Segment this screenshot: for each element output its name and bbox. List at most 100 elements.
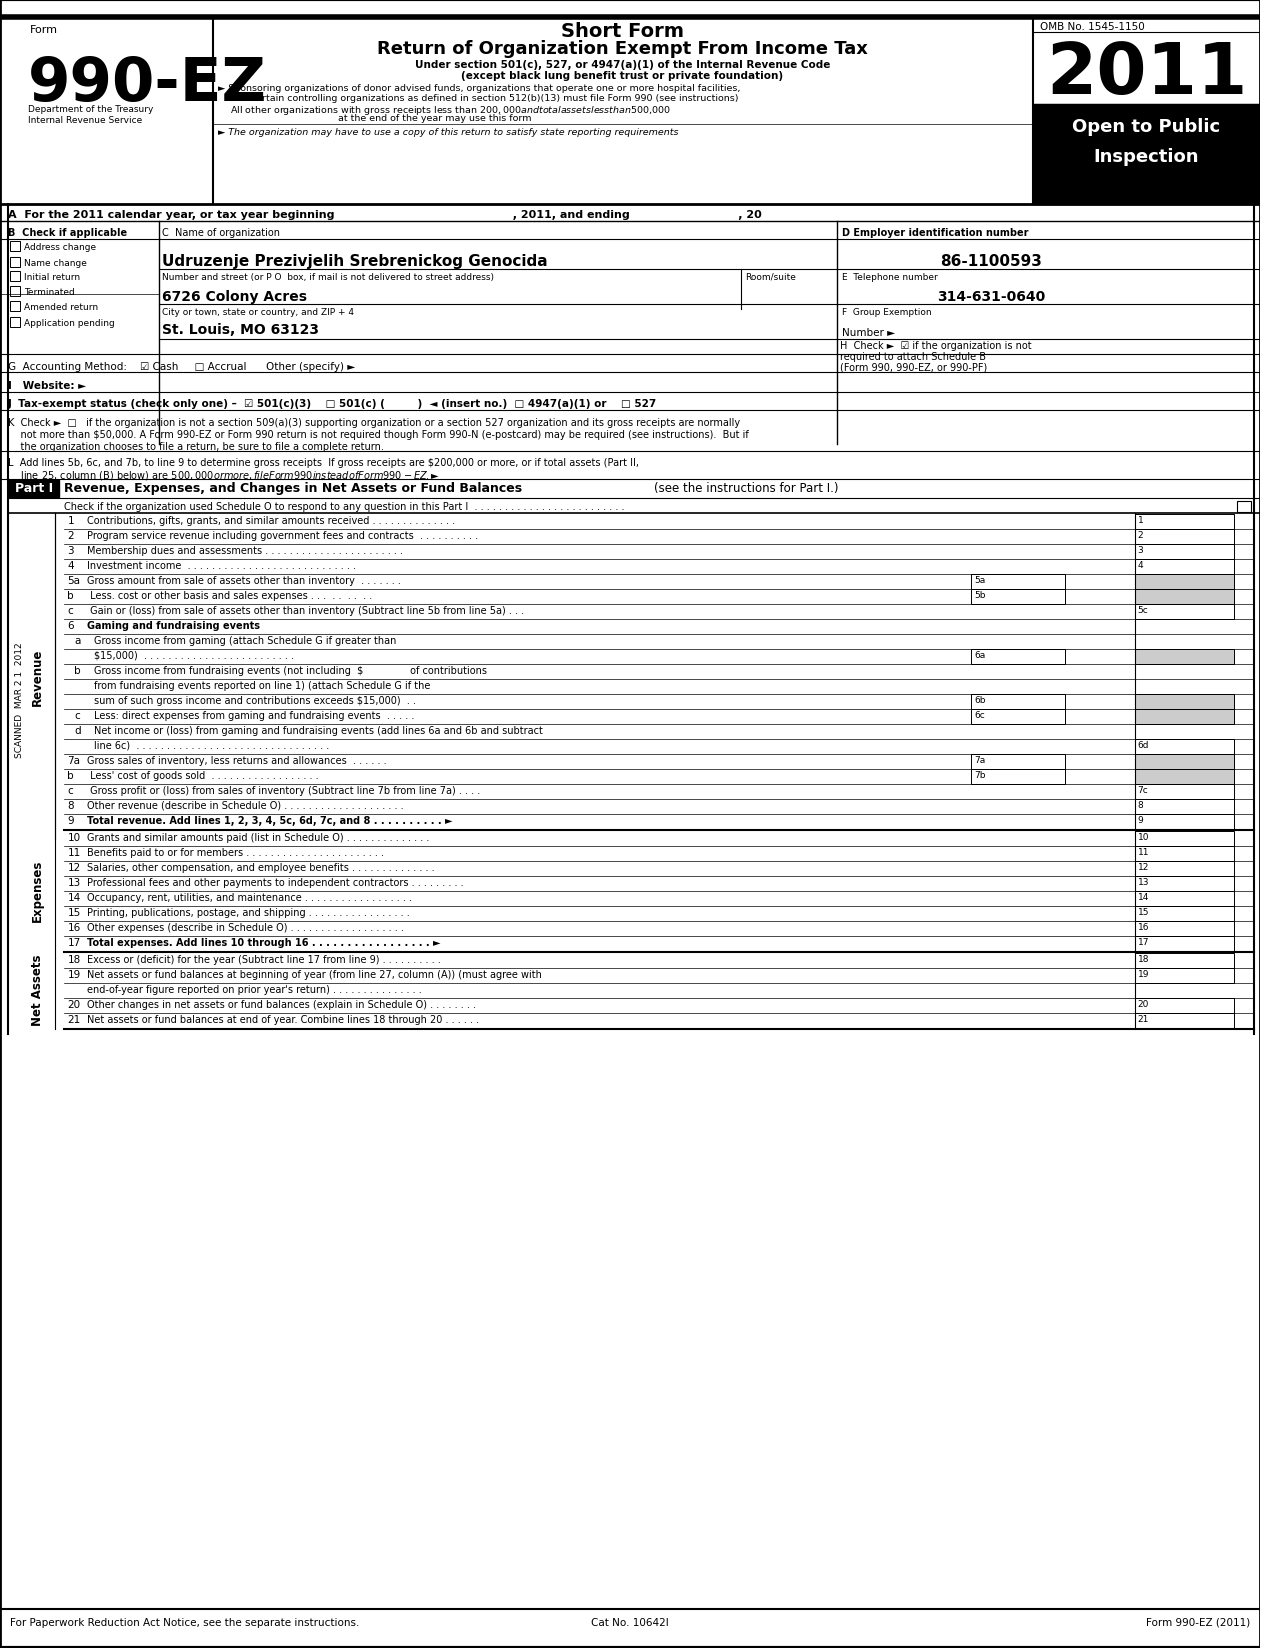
Bar bbox=[1135, 514, 1234, 529]
Bar bbox=[10, 318, 20, 328]
Text: ► The organization may have to use a copy of this return to satisfy state report: ► The organization may have to use a cop… bbox=[218, 129, 678, 137]
Text: 14: 14 bbox=[1137, 893, 1149, 901]
Text: 990-EZ: 990-EZ bbox=[28, 54, 267, 114]
Text: Salaries, other compensation, and employee benefits . . . . . . . . . . . . . .: Salaries, other compensation, and employ… bbox=[88, 862, 435, 872]
Bar bbox=[10, 242, 20, 252]
Bar bbox=[1135, 694, 1234, 710]
Text: 5c: 5c bbox=[1137, 605, 1149, 615]
Bar bbox=[971, 575, 1065, 590]
Text: 18: 18 bbox=[67, 954, 80, 964]
Bar bbox=[1135, 799, 1234, 814]
Text: Short Form: Short Form bbox=[561, 21, 684, 41]
Text: Other revenue (describe in Schedule O) . . . . . . . . . . . . . . . . . . . .: Other revenue (describe in Schedule O) .… bbox=[88, 801, 403, 811]
Text: Gross income from gaming (attach Schedule G if greater than: Gross income from gaming (attach Schedul… bbox=[94, 636, 397, 646]
Bar bbox=[1135, 529, 1234, 545]
Text: Udruzenje Prezivjelih Srebrenickog Genocida: Udruzenje Prezivjelih Srebrenickog Genoc… bbox=[162, 254, 547, 269]
Bar bbox=[1135, 545, 1234, 560]
Text: 86-1100593: 86-1100593 bbox=[940, 254, 1042, 269]
Text: 20: 20 bbox=[1137, 999, 1149, 1009]
Text: 2: 2 bbox=[1137, 531, 1144, 539]
Bar bbox=[10, 257, 20, 269]
Text: Inspection: Inspection bbox=[1094, 148, 1199, 166]
Bar bbox=[1135, 560, 1234, 575]
Text: from fundraising events reported on line 1) (attach Schedule G if the: from fundraising events reported on line… bbox=[94, 681, 430, 691]
Text: 16: 16 bbox=[67, 923, 80, 933]
Text: 314-631-0640: 314-631-0640 bbox=[936, 290, 1046, 303]
Text: 6a: 6a bbox=[974, 651, 986, 659]
Text: 7a: 7a bbox=[67, 755, 80, 766]
Text: (except black lung benefit trust or private foundation): (except black lung benefit trust or priv… bbox=[462, 71, 784, 81]
Text: d: d bbox=[74, 725, 81, 735]
Bar bbox=[1135, 784, 1234, 799]
Text: Occupancy, rent, utilities, and maintenance . . . . . . . . . . . . . . . . . .: Occupancy, rent, utilities, and maintena… bbox=[88, 893, 412, 903]
Text: K  Check ►  □   if the organization is not a section 509(a)(3) supporting organi: K Check ► □ if the organization is not a… bbox=[8, 417, 740, 428]
Text: H  Check ►  ☑ if the organization is not: H Check ► ☑ if the organization is not bbox=[841, 341, 1032, 351]
Text: Excess or (deficit) for the year (Subtract line 17 from line 9) . . . . . . . . : Excess or (deficit) for the year (Subtra… bbox=[88, 954, 441, 964]
Text: 21: 21 bbox=[67, 1015, 80, 1025]
Text: St. Louis, MO 63123: St. Louis, MO 63123 bbox=[162, 323, 318, 336]
Bar bbox=[1135, 814, 1234, 829]
Text: Net income or (loss) from gaming and fundraising events (add lines 6a and 6b and: Net income or (loss) from gaming and fun… bbox=[94, 725, 543, 735]
Bar bbox=[1135, 575, 1234, 590]
Text: 10: 10 bbox=[67, 832, 80, 842]
Text: Address change: Address change bbox=[24, 242, 95, 252]
Text: All other organizations with gross receipts less than $200,000 and total assets : All other organizations with gross recei… bbox=[218, 104, 672, 117]
Text: Contributions, gifts, grants, and similar amounts received . . . . . . . . . . .: Contributions, gifts, grants, and simila… bbox=[88, 516, 455, 526]
Bar bbox=[1135, 969, 1234, 984]
Bar bbox=[971, 710, 1065, 725]
Text: Department of the Treasury: Department of the Treasury bbox=[28, 105, 153, 114]
Bar bbox=[971, 770, 1065, 784]
Text: 5b: 5b bbox=[974, 590, 986, 600]
Bar bbox=[1135, 892, 1234, 906]
Text: 7c: 7c bbox=[1137, 786, 1149, 794]
Text: the organization chooses to file a return, be sure to file a complete return.: the organization chooses to file a retur… bbox=[8, 442, 384, 452]
Text: Initial return: Initial return bbox=[24, 274, 80, 282]
Bar bbox=[1135, 847, 1234, 862]
Text: OMB No. 1545-1150: OMB No. 1545-1150 bbox=[1040, 21, 1145, 31]
Text: Application pending: Application pending bbox=[24, 318, 114, 328]
Bar bbox=[1135, 755, 1234, 770]
Text: Room/suite: Room/suite bbox=[745, 274, 796, 282]
Text: 4: 4 bbox=[1137, 560, 1144, 570]
Text: Internal Revenue Service: Internal Revenue Service bbox=[28, 115, 142, 125]
Text: 13: 13 bbox=[67, 877, 80, 888]
Text: and certain controlling organizations as defined in section 512(b)(13) must file: and certain controlling organizations as… bbox=[218, 94, 739, 102]
Text: 15: 15 bbox=[1137, 908, 1149, 916]
Text: 6d: 6d bbox=[1137, 740, 1149, 750]
Text: Gaming and fundraising events: Gaming and fundraising events bbox=[88, 621, 261, 631]
Text: 6b: 6b bbox=[974, 695, 986, 705]
Bar bbox=[971, 649, 1065, 664]
Text: 2: 2 bbox=[67, 531, 74, 541]
Text: Less' cost of goods sold  . . . . . . . . . . . . . . . . . .: Less' cost of goods sold . . . . . . . .… bbox=[88, 771, 319, 781]
Text: 9: 9 bbox=[1137, 816, 1144, 824]
Bar bbox=[1135, 1014, 1234, 1028]
Text: b: b bbox=[74, 666, 81, 676]
Bar bbox=[1135, 921, 1234, 936]
Bar bbox=[10, 287, 20, 297]
Text: Net Assets: Net Assets bbox=[31, 954, 45, 1025]
Text: 1: 1 bbox=[67, 516, 74, 526]
Text: 16: 16 bbox=[1137, 923, 1149, 931]
Text: Part I: Part I bbox=[15, 481, 52, 494]
Text: at the end of the year may use this form: at the end of the year may use this form bbox=[218, 114, 532, 124]
Text: 14: 14 bbox=[67, 893, 80, 903]
Bar bbox=[1135, 906, 1234, 921]
Text: 5a: 5a bbox=[974, 575, 986, 585]
Text: D Employer identification number: D Employer identification number bbox=[842, 227, 1029, 237]
Bar bbox=[1135, 862, 1234, 877]
Bar bbox=[971, 694, 1065, 710]
Bar bbox=[1135, 590, 1234, 605]
Text: 17: 17 bbox=[67, 938, 80, 948]
Bar bbox=[8, 481, 60, 498]
Text: b: b bbox=[67, 771, 74, 781]
Text: Gross profit or (loss) from sales of inventory (Subtract line 7b from line 7a) .: Gross profit or (loss) from sales of inv… bbox=[88, 786, 481, 796]
Text: Other changes in net assets or fund balances (explain in Schedule O) . . . . . .: Other changes in net assets or fund bala… bbox=[88, 999, 476, 1009]
Text: 2011: 2011 bbox=[1046, 40, 1247, 109]
Text: b: b bbox=[67, 590, 74, 600]
Text: Return of Organization Exempt From Income Tax: Return of Organization Exempt From Incom… bbox=[377, 40, 868, 58]
Text: Revenue, Expenses, and Changes in Net Assets or Fund Balances: Revenue, Expenses, and Changes in Net As… bbox=[65, 481, 523, 494]
Text: (see the instructions for Part I.): (see the instructions for Part I.) bbox=[654, 481, 838, 494]
Text: Open to Public: Open to Public bbox=[1072, 119, 1221, 135]
Text: Grants and similar amounts paid (list in Schedule O) . . . . . . . . . . . . . .: Grants and similar amounts paid (list in… bbox=[88, 832, 430, 842]
Text: Less: direct expenses from gaming and fundraising events  . . . . .: Less: direct expenses from gaming and fu… bbox=[94, 710, 415, 720]
